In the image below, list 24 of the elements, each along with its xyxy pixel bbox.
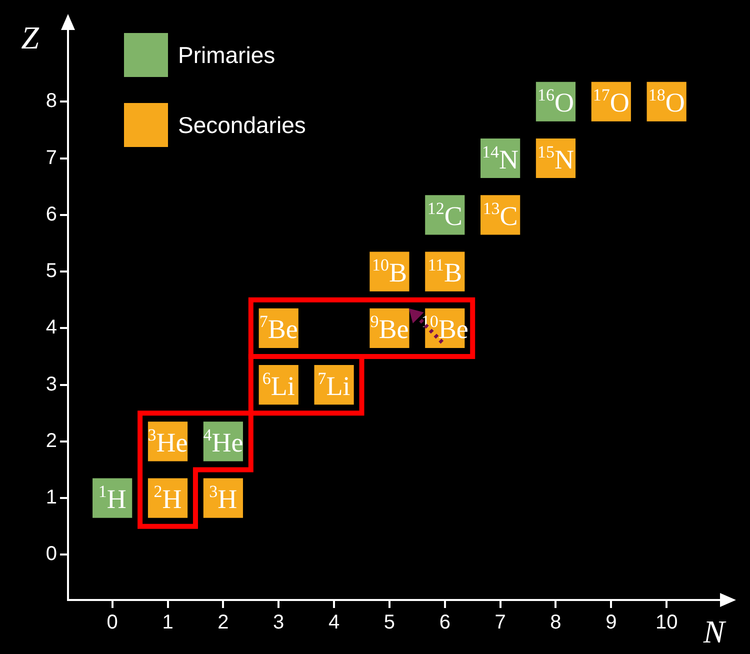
x-tick-label: 3 [273, 612, 284, 634]
y-tick-label: 7 [46, 146, 57, 169]
y-tick-label: 8 [46, 90, 57, 112]
x-tick-label: 5 [384, 612, 396, 634]
x-tick-label: 10 [655, 612, 678, 634]
y-tick-label: 2 [46, 430, 57, 452]
x-tick-label: 6 [439, 612, 450, 634]
x-tick-label: 4 [328, 612, 340, 634]
y-axis-title: Z [21, 19, 40, 56]
x-tick-label: 9 [606, 612, 617, 634]
x-tick-label: 7 [494, 612, 506, 634]
y-tick-label: 3 [46, 373, 57, 396]
legend-label: Secondaries [178, 112, 306, 138]
x-tick-label: 8 [550, 612, 562, 634]
y-tick-label: 4 [46, 316, 57, 339]
y-tick-label: 1 [46, 486, 57, 509]
legend-label: Primaries [178, 42, 276, 68]
y-tick-label: 6 [46, 203, 57, 226]
y-tick-label: 0 [46, 543, 57, 566]
x-axis-title: N [702, 613, 726, 650]
x-tick-label: 1 [162, 612, 174, 634]
y-tick-label: 5 [46, 260, 57, 282]
x-tick-label: 0 [106, 612, 118, 634]
x-tick-label: 2 [218, 612, 229, 634]
